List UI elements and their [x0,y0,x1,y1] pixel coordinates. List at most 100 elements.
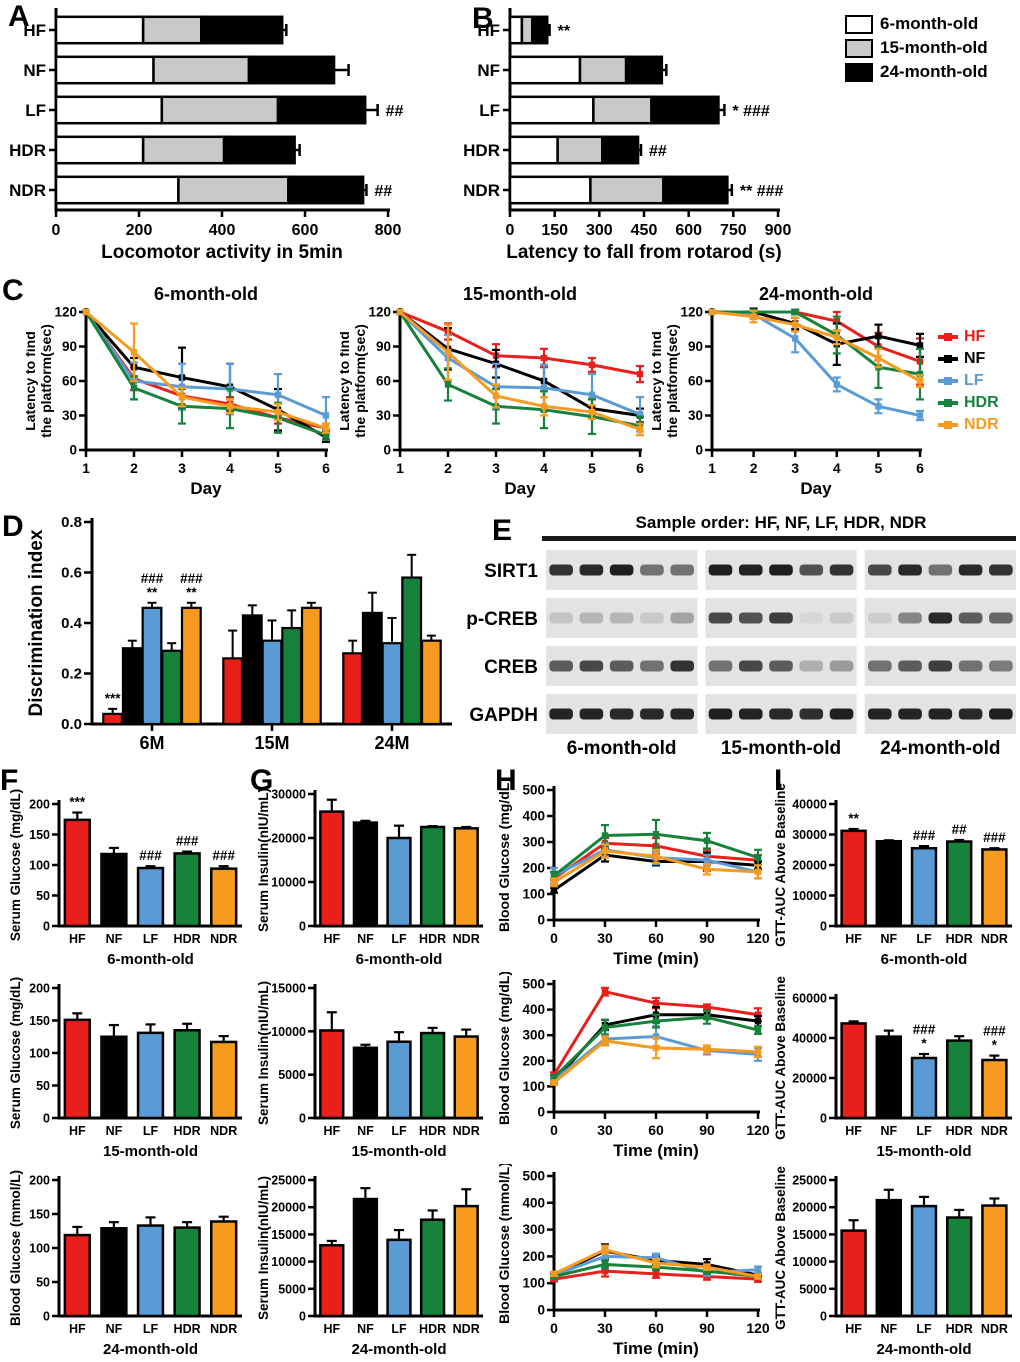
svg-text:24-month-old: 24-month-old [759,284,873,304]
svg-text:120: 120 [368,305,391,320]
svg-text:150: 150 [541,222,568,239]
svg-text:HF: HF [845,932,862,946]
panel-a-locomotor-activity-chart: 0 200 400 600 800 Locomotor activity in 5min H… [0,0,452,266]
svg-text:20000: 20000 [271,1201,306,1215]
svg-text:###: ### [139,848,162,863]
svg-text:0: 0 [820,920,827,934]
svg-text:* ###: * ### [732,103,769,120]
panel-label-h: H [495,764,517,797]
svg-text:500: 500 [522,1169,545,1184]
svg-text:50: 50 [36,889,50,903]
legend-item: NDR [938,416,999,434]
svg-text:25000: 25000 [792,1174,827,1188]
panel-c-water-maze-6mo-chart: 6-month-old 0 30 60 90 120 Latency to findthe … [22,282,338,500]
svg-text:NDR: NDR [453,932,480,946]
svg-text:10000: 10000 [271,876,306,890]
svg-text:LF: LF [143,1322,159,1336]
svg-text:25000: 25000 [271,1174,306,1188]
chart-svg: 0 50 100 150 200 Blood Glucose (mmol/L) HF NF LF… [8,1170,242,1358]
svg-text:90: 90 [376,339,391,354]
svg-text:90: 90 [699,930,715,946]
panel-h-gtt-curve-6mo-chart: 0 100 200 300 400 500 Blood Glucose (mg/dL) 0 30… [494,778,770,970]
nf-line-marker-icon [938,354,958,363]
svg-text:200: 200 [29,982,50,996]
svg-text:600: 600 [675,222,702,239]
svg-text:SIRT1: SIRT1 [484,561,538,582]
svg-text:0: 0 [69,443,77,458]
svg-text:400: 400 [209,222,236,239]
svg-text:HDR: HDR [419,932,446,946]
svg-text:GAPDH: GAPDH [469,705,538,726]
svg-text:HDR: HDR [174,1124,201,1138]
svg-text:10000: 10000 [792,889,827,903]
svg-text:###: ### [212,848,235,863]
svg-text:20000: 20000 [792,1072,827,1086]
panel-label-c: C [2,274,24,307]
svg-text:**: ** [848,811,859,826]
svg-text:0: 0 [820,1310,827,1324]
svg-text:30: 30 [688,408,703,423]
svg-text:NDR: NDR [210,932,237,946]
chart-svg: 0 5000 10000 15000 20000 25000 GTT-AUC Above B… [773,1166,1012,1358]
svg-text:LF: LF [143,932,159,946]
chart-svg: 0 100 200 300 400 500 Blood Glucose (mg/dL) 0 30… [496,971,770,1160]
svg-text:15-month-old: 15-month-old [877,1143,972,1160]
svg-text:LF: LF [916,1322,932,1336]
legend-item: HF [938,328,999,346]
svg-text:NDR: NDR [463,181,500,200]
svg-text:24M: 24M [374,733,409,753]
panel-e-western-blot: Sample order: HF, NF, LF, HDR, NDR SIRT1 p… [462,506,1020,764]
svg-text:LF: LF [479,101,500,120]
svg-text:Day: Day [504,479,536,498]
svg-text:NDR: NDR [981,1322,1008,1336]
svg-text:p-CREB: p-CREB [466,609,538,630]
svg-text:4: 4 [226,460,234,476]
svg-text:LF: LF [143,1124,159,1138]
legend-label: LF [964,372,984,389]
svg-text:0: 0 [550,930,558,946]
svg-text:30: 30 [62,408,77,423]
svg-text:NDR: NDR [981,1124,1008,1138]
age-group-legend: 6-month-old 15-month-old 24-month-old [845,14,988,86]
chart-svg: 0 100 200 300 400 500 Blood Glucose (mg/dL) 0 30… [496,778,770,968]
svg-text:Blood Glucose (mmol/L): Blood Glucose (mmol/L) [8,1170,23,1326]
svg-text:90: 90 [688,339,703,354]
hf-line-marker-icon [938,332,958,341]
panel-f-blood-glucose-24mo-chart: 0 50 100 150 200 Blood Glucose (mmol/L) HF NF LF… [5,1164,250,1360]
svg-text:60000: 60000 [792,992,827,1006]
svg-text:Latency to findthe platform(se: Latency to findthe platform(sec) [652,324,680,438]
panel-b-rotarod-latency-chart: 0 150 300 450 600 750 900 Latency to fall from … [458,0,860,266]
svg-text:6: 6 [916,460,924,476]
svg-text:0: 0 [43,920,50,934]
svg-text:NF: NF [357,1322,374,1336]
svg-text:100: 100 [522,1079,545,1094]
diet-group-legend: HF NF LF HDR NDR [938,328,999,438]
svg-text:0: 0 [299,1310,306,1324]
svg-text:Serum Glucose (mg/dL): Serum Glucose (mg/dL) [8,789,23,941]
svg-text:**: ** [558,23,571,40]
svg-text:20000: 20000 [271,832,306,846]
svg-text:6-month-old: 6-month-old [356,951,443,968]
panel-i-gtt-auc-15mo-chart: 0 20000 40000 60000 GTT-AUC Above Baseline HF… [770,972,1020,1162]
svg-text:24-month-old: 24-month-old [352,1341,447,1358]
panel-g-serum-insulin-15mo-chart: 0 5000 10000 15000 Serum Insulin(nIU/mL) HF NF… [253,972,491,1162]
svg-text:400: 400 [522,1002,545,1017]
svg-text:LF: LF [391,1322,407,1336]
svg-text:15-month-old: 15-month-old [103,1143,198,1160]
svg-text:NF: NF [23,61,46,80]
svg-text:LF: LF [916,1124,932,1138]
panel-label-b: B [472,2,494,35]
svg-text:HF: HF [845,1124,862,1138]
svg-text:HF: HF [323,1322,340,1336]
svg-text:15000: 15000 [792,1228,827,1242]
lf-line-marker-icon [938,376,958,385]
svg-text:0.8: 0.8 [61,514,82,531]
svg-text:200: 200 [29,1174,50,1188]
svg-text:120: 120 [746,1320,770,1336]
svg-text:HDR: HDR [463,141,500,160]
svg-text:*: * [992,1038,998,1053]
svg-text:400: 400 [522,1195,545,1210]
svg-text:10000: 10000 [271,1255,306,1269]
svg-text:Latency to findthe platform(se: Latency to findthe platform(sec) [340,324,368,438]
